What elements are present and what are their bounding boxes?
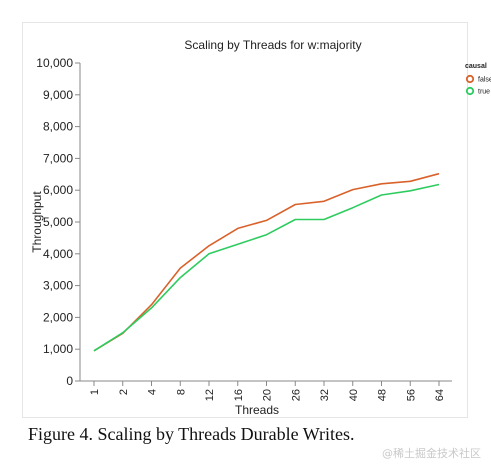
x-axis: 1 2 4 8 12 16 20 26 32 40 48 56 64 (80, 380, 452, 401)
y-tick-label: 3,000 (43, 279, 73, 293)
x-tick-label: 32 (319, 389, 331, 401)
y-tick-label: 10,000 (36, 56, 73, 70)
y-tick-label: 1,000 (43, 342, 73, 356)
x-tick-label: 64 (434, 389, 446, 401)
y-tick-label: 8,000 (43, 120, 73, 134)
legend-label-false: false (478, 77, 491, 84)
x-tick-label: 16 (233, 389, 245, 401)
x-tick-label: 48 (377, 389, 389, 401)
x-tick-label: 20 (262, 389, 274, 401)
line-chart: Scaling by Threads for w:majority 0 1,000… (30, 38, 491, 417)
x-tick-label: 56 (405, 389, 417, 401)
x-tick-label: 40 (348, 389, 360, 401)
x-tick-label: 12 (204, 389, 216, 401)
y-tick-label: 0 (66, 374, 73, 388)
series-line-true (93, 183, 440, 352)
legend-swatch-false (465, 74, 475, 84)
chart-panel (22, 22, 468, 418)
x-tick-label: 1 (89, 389, 101, 395)
x-tick-label: 2 (118, 389, 130, 395)
x-axis-label: Threads (235, 403, 279, 417)
y-tick-label: 7,000 (43, 151, 73, 165)
y-tick-label: 5,000 (43, 215, 73, 229)
series-line-false (93, 172, 440, 352)
y-tick-label: 4,000 (43, 247, 73, 261)
legend: causal false true (465, 63, 491, 96)
y-tick-label: 2,000 (43, 310, 73, 324)
figure-caption: Figure 4. Scaling by Threads Durable Wri… (28, 424, 355, 444)
y-tick-label: 6,000 (43, 183, 73, 197)
x-tick-label: 8 (175, 389, 187, 395)
y-tick-label: 9,000 (43, 88, 73, 102)
legend-swatch-true (465, 86, 475, 96)
y-axis: 0 1,000 2,000 3,000 4,000 5,000 6,000 7,000 8,00… (36, 56, 81, 388)
legend-label-true: true (478, 89, 490, 96)
series-layer (93, 172, 440, 352)
watermark: @稀土掘金技术社区 (382, 447, 481, 460)
x-tick-label: 4 (147, 389, 159, 395)
legend-title: causal (465, 63, 487, 70)
y-axis-label: Throughput (30, 191, 44, 253)
x-tick-label: 26 (290, 389, 302, 401)
chart-title: Scaling by Threads for w:majority (184, 38, 361, 52)
